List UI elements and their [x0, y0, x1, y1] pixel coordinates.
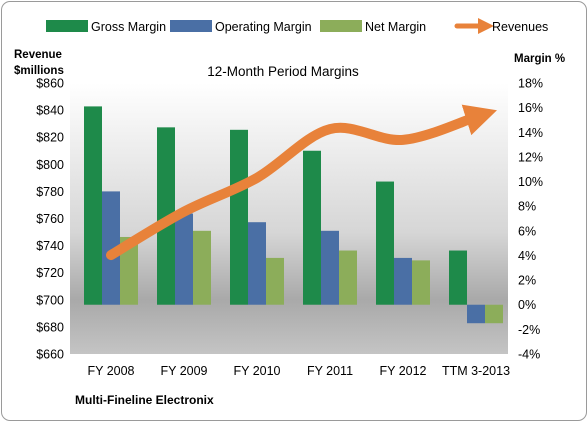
legend-swatch-gross-margin — [46, 20, 88, 32]
bar-operating-margin — [175, 213, 193, 305]
bars — [84, 106, 503, 324]
legend-swatch-net-margin — [320, 20, 362, 32]
right-axis-ticks: -4% -2% 0% 2% 4% 6% 8% 10% 12% 14% 16% 18% — [518, 77, 543, 362]
right-tick-label: 6% — [518, 224, 536, 238]
right-tick-label: -4% — [518, 348, 540, 362]
right-tick-label: 8% — [518, 200, 536, 214]
right-tick-label: 0% — [518, 298, 536, 312]
bar-operating-margin — [394, 257, 412, 305]
right-tick-label: 10% — [518, 175, 543, 189]
bar-net-margin — [485, 304, 503, 324]
legend-label-revenues: Revenues — [492, 20, 548, 34]
plot-area — [70, 83, 508, 354]
bar-net-margin — [412, 260, 430, 305]
left-tick-label: $800 — [36, 158, 64, 172]
right-tick-label: 18% — [518, 77, 543, 91]
bar-net-margin — [120, 236, 138, 305]
bar-net-margin — [266, 257, 284, 305]
company-name: Multi-Fineline Electronix — [75, 393, 214, 407]
left-tick-label: $840 — [36, 104, 64, 118]
category-label: FY 2012 — [379, 364, 426, 378]
left-tick-label: $760 — [36, 212, 64, 226]
category-label: FY 2008 — [87, 364, 134, 378]
left-axis-title-line1: Revenue — [14, 49, 62, 61]
left-axis-title-line2: $millions — [14, 65, 64, 77]
category-label: TTM 3-2013 — [442, 364, 510, 378]
left-tick-label: $680 — [36, 320, 64, 334]
bar-gross-margin — [303, 150, 321, 305]
left-tick-label: $740 — [36, 239, 64, 253]
right-tick-label: 16% — [518, 101, 543, 115]
axis-titles: Revenue $millions Margin % — [14, 49, 565, 77]
right-tick-label: -2% — [518, 323, 540, 337]
right-tick-label: 14% — [518, 126, 543, 140]
bar-operating-margin — [467, 304, 485, 324]
bar-operating-margin — [321, 230, 339, 305]
revenue-line-group — [106, 104, 497, 261]
chart-title: 12-Month Period Margins — [207, 64, 359, 79]
right-tick-label: 2% — [518, 274, 536, 288]
legend-swatch-operating-margin — [170, 20, 212, 32]
left-tick-label: $860 — [36, 77, 64, 91]
left-axis-ticks: $660 $680 $700 $720 $740 $760 $780 $800 $820 $840… — [36, 77, 64, 362]
left-tick-label: $660 — [36, 348, 64, 362]
right-axis-title: Margin % — [514, 53, 565, 65]
bar-net-margin — [193, 230, 211, 305]
bar-operating-margin — [248, 222, 266, 305]
bar-operating-margin — [102, 191, 120, 305]
bar-gross-margin — [157, 127, 175, 305]
left-tick-label: $780 — [36, 185, 64, 199]
right-tick-label: 4% — [518, 249, 536, 263]
bar-gross-margin — [84, 106, 102, 305]
revenue-line — [106, 104, 497, 261]
bar-gross-margin — [449, 250, 467, 305]
bar-gross-margin — [230, 129, 248, 305]
legend-label-gross-margin: Gross Margin — [91, 20, 166, 34]
left-tick-label: $720 — [36, 266, 64, 280]
right-tick-label: 12% — [518, 150, 543, 164]
category-label: FY 2011 — [307, 364, 353, 378]
legend-label-operating-margin: Operating Margin — [215, 20, 312, 34]
left-tick-label: $700 — [36, 293, 64, 307]
category-label: FY 2010 — [233, 364, 280, 378]
left-tick-label: $820 — [36, 131, 64, 145]
legend: Gross Margin Operating Margin Net Margin Re… — [46, 17, 548, 34]
category-label: FY 2009 — [160, 364, 207, 378]
legend-label-net-margin: Net Margin — [365, 20, 426, 34]
category-labels: FY 2008 FY 2009 FY 2010 FY 2011 FY 2012 TTM 3… — [87, 364, 510, 378]
bar-net-margin — [339, 250, 357, 305]
bar-gross-margin — [376, 181, 394, 305]
